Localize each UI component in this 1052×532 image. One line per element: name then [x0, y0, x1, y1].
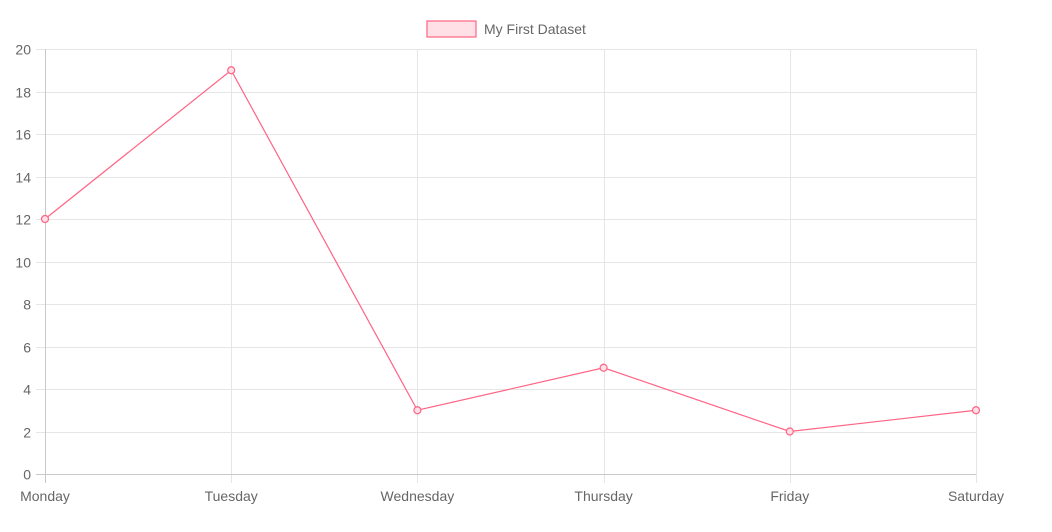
series-line — [44, 69, 977, 433]
y-tick-label: 4 — [23, 382, 31, 398]
x-tick-label: Monday — [20, 488, 70, 504]
y-tick-label: 10 — [15, 255, 31, 271]
legend-swatch — [426, 20, 477, 38]
y-tick-label: 20 — [15, 42, 31, 58]
x-tick-label: Friday — [770, 488, 809, 504]
x-tick-label: Saturday — [948, 488, 1004, 504]
y-tick-label: 16 — [15, 127, 31, 143]
data-point[interactable] — [40, 214, 50, 224]
series-layer — [40, 66, 981, 436]
y-axis-ticks: 0 2 4 6 8 10 12 14 16 18 20 — [15, 42, 31, 483]
y-tick-label: 14 — [15, 170, 31, 186]
data-point[interactable] — [971, 406, 981, 415]
y-tick-label: 0 — [23, 467, 31, 483]
y-tick-label: 8 — [23, 297, 31, 313]
axes — [45, 49, 976, 475]
y-tick-label: 6 — [23, 340, 31, 356]
legend[interactable]: My First Dataset — [426, 20, 586, 38]
data-point[interactable] — [785, 427, 794, 436]
x-tick-label: Wednesday — [381, 488, 455, 504]
x-axis-ticks: Monday Tuesday Wednesday Thursday Friday Satu… — [20, 488, 1004, 504]
legend-label: My First Dataset — [484, 21, 586, 37]
y-tick-label: 18 — [15, 85, 31, 101]
data-point[interactable] — [227, 66, 236, 75]
y-tick-label: 2 — [23, 425, 31, 441]
x-tick-label: Tuesday — [205, 488, 258, 504]
y-tick-label: 12 — [15, 212, 31, 228]
data-point[interactable] — [413, 406, 422, 415]
x-tick-label: Thursday — [574, 488, 632, 504]
data-point[interactable] — [599, 363, 608, 372]
